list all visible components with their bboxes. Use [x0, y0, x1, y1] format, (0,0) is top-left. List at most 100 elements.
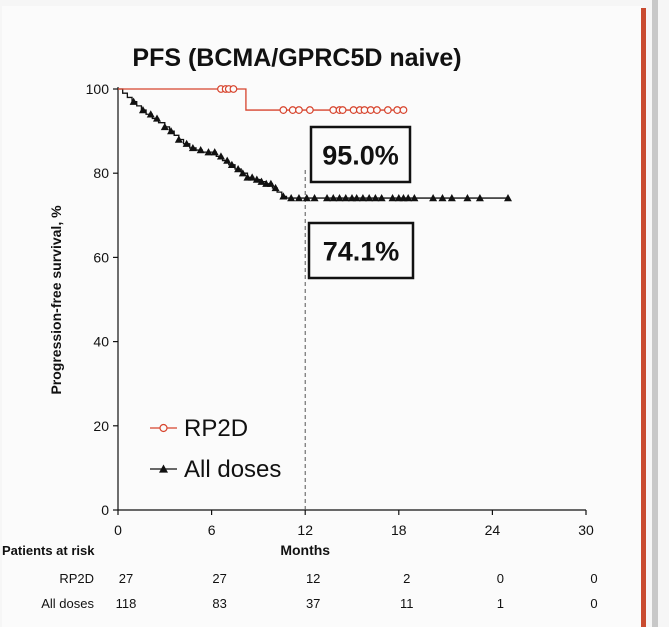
risk-row-label: RP2D — [59, 571, 94, 586]
x-tick-label: 24 — [485, 522, 501, 538]
y-tick-label: 60 — [93, 249, 109, 265]
all-doses-censor-mark — [365, 194, 374, 202]
all-doses-censor-mark — [160, 122, 169, 131]
risk-row-label: All doses — [41, 596, 94, 611]
rp2d-censor-mark — [295, 106, 303, 114]
y-tick-label: 80 — [93, 165, 109, 181]
all-doses-censor-mark — [210, 148, 219, 156]
all-doses-censor-mark — [248, 173, 257, 181]
all-doses-censor-mark — [341, 194, 350, 202]
all-doses-censor-mark — [266, 179, 275, 187]
x-tick-label: 0 — [114, 522, 122, 538]
annotation-rp2d-label: 95.0% — [322, 141, 399, 171]
all-doses-censor-mark — [174, 135, 183, 143]
rp2d-censor-mark — [329, 106, 338, 114]
all-doses-censor-mark — [167, 127, 176, 135]
rp2d-censor-mark — [305, 106, 314, 114]
all-doses-censor-mark — [196, 146, 205, 154]
x-tick-label: 18 — [391, 522, 407, 538]
risk-cell: 11 — [400, 596, 414, 611]
all-doses-censor-mark — [504, 194, 512, 202]
all-doses-censor-mark — [404, 194, 413, 202]
risk-table-header: Patients at risk — [2, 543, 95, 558]
legend-all-doses-marker — [159, 464, 168, 473]
accent-border — [641, 8, 646, 627]
all-doses-censor-mark — [335, 194, 344, 202]
rp2d-censor-mark — [360, 106, 369, 114]
y-tick-label: 20 — [93, 418, 109, 434]
all-doses-censor-mark — [257, 177, 266, 185]
rp2d-censor-mark — [366, 106, 375, 114]
risk-cell: 27 — [212, 571, 226, 586]
legend-all-doses-label: All doses — [184, 456, 281, 483]
all-doses-censor-mark — [287, 194, 296, 202]
all-doses-censor-mark — [358, 194, 367, 202]
all-doses-censor-mark — [463, 194, 472, 202]
all-doses-censor-mark — [371, 194, 380, 202]
all-doses-censor-mark — [279, 192, 288, 200]
all-doses-censor-mark — [188, 143, 197, 152]
x-tick-label: 12 — [297, 522, 313, 538]
risk-cell: 12 — [306, 571, 320, 586]
legend: RP2D All doses — [150, 415, 281, 483]
all-doses-censor-mark — [294, 194, 303, 202]
y-tick-label: 0 — [101, 502, 109, 518]
risk-cell: 83 — [212, 596, 226, 611]
axes: 0 20 40 60 80 100 0 6 12 18 24 30 Months Progression-… — [48, 81, 594, 558]
rp2d-censor-mark — [383, 106, 392, 114]
all-doses-censor-mark — [388, 194, 397, 202]
x-tick-label: 30 — [578, 522, 594, 538]
all-doses-censor-mark — [138, 106, 147, 114]
all-doses-censor-mark — [129, 97, 138, 105]
all-doses-censor-mark — [352, 194, 361, 202]
all-doses-censor-mark — [329, 194, 338, 202]
all-doses-censor-mark — [410, 194, 419, 202]
all-doses-censor-mark — [438, 194, 447, 202]
all-doses-censor-mark — [204, 148, 213, 156]
risk-cell: 2 — [403, 571, 410, 586]
annotation-all-doses-label: 74.1% — [323, 237, 400, 267]
y-tick-label: 40 — [93, 334, 109, 350]
risk-cell: 1 — [497, 596, 504, 611]
all-doses-censor-mark — [223, 156, 232, 164]
risk-cell: 118 — [116, 596, 137, 611]
all-doses-censor-mark — [447, 194, 456, 202]
all-doses-censor-mark — [227, 160, 236, 168]
all-doses-censor-mark — [238, 169, 247, 177]
risk-cell: 0 — [590, 571, 597, 586]
all-doses-censor-mark — [182, 139, 191, 147]
all-doses-censor-mark — [475, 194, 484, 202]
y-tick-label: 100 — [86, 81, 110, 97]
all-doses-censor-mark — [302, 194, 311, 202]
y-axis-title: Progression-free survival, % — [48, 205, 64, 395]
risk-cell: 37 — [306, 596, 320, 611]
all-doses-censor-mark — [323, 194, 332, 202]
all-doses-censor-mark — [146, 110, 155, 118]
rp2d-censor-mark — [229, 85, 238, 93]
annotation-all-doses-box — [307, 221, 415, 280]
rp2d-censor-mark — [288, 106, 297, 114]
all-doses-censor-mark — [377, 194, 386, 202]
all-doses-censor-mark — [234, 164, 243, 173]
legend-rp2d-marker — [159, 423, 168, 433]
all-doses-censor-mark — [252, 175, 261, 183]
outer-border — [652, 0, 658, 627]
annotation-rp2d-box — [309, 125, 412, 184]
x-axis-title: Months — [280, 542, 330, 558]
all-doses-censor-mark — [271, 183, 280, 192]
all-doses-censor-mark — [429, 194, 438, 202]
rp2d-censor-mark — [393, 106, 402, 114]
all-doses-censor-mark — [310, 194, 319, 202]
legend-rp2d-label: RP2D — [184, 415, 248, 442]
series-rp2d-line — [118, 88, 407, 111]
risk-cell: 0 — [497, 571, 504, 586]
plot-area: 95.0% 74.1% — [118, 85, 512, 510]
rp2d-censor-mark — [349, 106, 358, 114]
all-doses-censor-mark — [216, 152, 225, 160]
rp2d-censor-mark — [373, 106, 381, 114]
risk-cell: 0 — [590, 596, 597, 611]
all-doses-censor-mark — [153, 114, 161, 122]
x-tick-label: 6 — [208, 522, 216, 538]
